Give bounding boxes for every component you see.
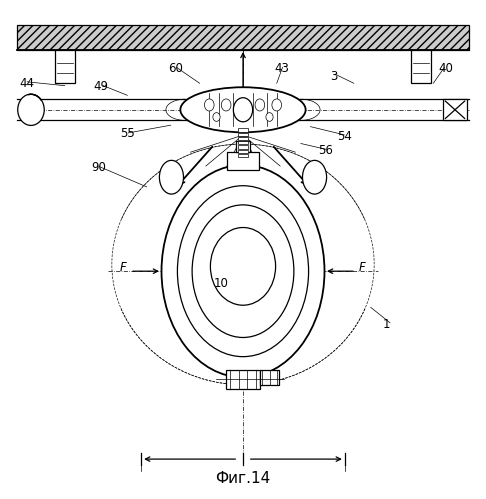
Text: 10: 10 — [214, 277, 229, 290]
Text: 3: 3 — [330, 69, 337, 82]
Ellipse shape — [18, 94, 44, 125]
Ellipse shape — [180, 87, 306, 132]
Text: Фиг.14: Фиг.14 — [215, 471, 271, 486]
Bar — [238, 154, 248, 157]
Bar — [227, 152, 259, 170]
Ellipse shape — [210, 228, 276, 305]
Ellipse shape — [302, 160, 327, 194]
Ellipse shape — [266, 113, 273, 121]
Ellipse shape — [192, 205, 294, 337]
Ellipse shape — [233, 98, 253, 122]
Ellipse shape — [213, 113, 220, 121]
Text: 40: 40 — [438, 62, 453, 75]
Bar — [17, 25, 469, 49]
Text: 49: 49 — [94, 80, 109, 93]
Bar — [236, 141, 250, 152]
Text: F: F — [120, 261, 126, 274]
Ellipse shape — [240, 113, 246, 121]
Text: 60: 60 — [168, 62, 183, 75]
Text: F: F — [358, 261, 365, 274]
Text: 1: 1 — [383, 318, 390, 331]
Bar — [443, 99, 467, 120]
Ellipse shape — [221, 99, 231, 111]
Ellipse shape — [272, 99, 281, 111]
Bar — [226, 370, 260, 389]
Text: 55: 55 — [120, 127, 135, 140]
Bar — [238, 141, 248, 144]
Text: 44: 44 — [19, 77, 34, 90]
Text: 90: 90 — [91, 161, 106, 174]
Ellipse shape — [255, 99, 265, 111]
Ellipse shape — [159, 160, 184, 194]
Text: 54: 54 — [337, 130, 352, 143]
Bar — [411, 49, 432, 83]
Bar — [260, 370, 279, 385]
Text: 56: 56 — [318, 144, 332, 157]
Bar — [238, 129, 248, 132]
Bar — [238, 150, 248, 153]
Bar — [238, 137, 248, 140]
Text: 43: 43 — [274, 62, 289, 75]
Ellipse shape — [177, 186, 309, 357]
Bar — [54, 49, 75, 83]
Bar — [238, 146, 248, 149]
Ellipse shape — [205, 99, 214, 111]
Bar — [238, 133, 248, 136]
Ellipse shape — [161, 165, 325, 377]
